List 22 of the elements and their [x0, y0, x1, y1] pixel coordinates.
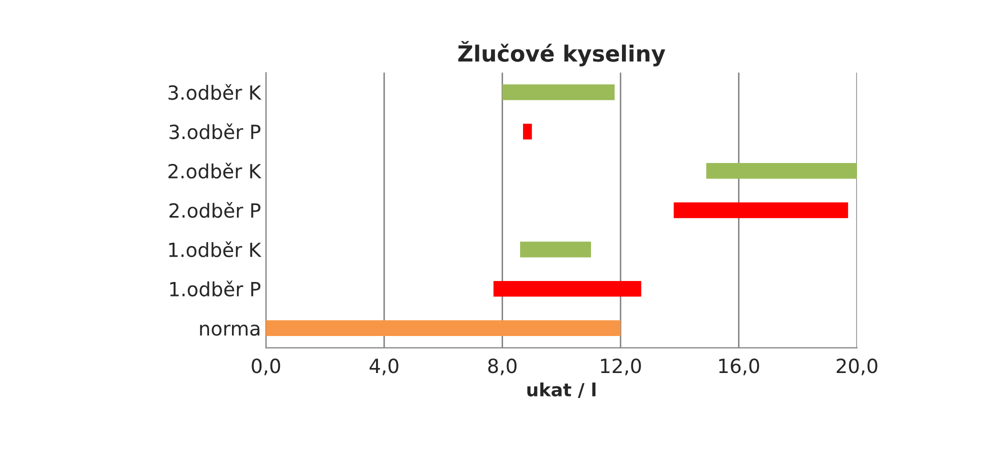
x-tick-label: 20,0	[836, 358, 878, 376]
x-axis-title: ukat / l	[527, 382, 596, 398]
y-tick-label: 2.odběr P	[170, 202, 260, 218]
bar	[493, 280, 642, 297]
y-tick-label: 2.odběr K	[168, 162, 262, 179]
bar	[502, 84, 615, 100]
bar	[523, 124, 532, 140]
chart-title: Žlučové kyseliny	[458, 40, 666, 66]
y-tick-label: 1.odběr K	[169, 241, 262, 258]
x-tick-label: 4,0	[370, 358, 398, 376]
bar	[674, 202, 848, 218]
y-tick-label: 3.odběr P	[170, 123, 260, 140]
x-tick-label: 8,0	[488, 358, 517, 376]
bar	[266, 320, 621, 336]
y-tick-label: 1.odběr P	[170, 280, 260, 296]
x-tick-label: 12,0	[601, 358, 641, 376]
y-tick-label: 3.odběr K	[168, 84, 262, 100]
y-tick-label: norma	[200, 324, 260, 336]
bar	[706, 163, 857, 179]
x-tick-label: 16,0	[719, 358, 760, 376]
x-tick-label: 0,0	[252, 358, 280, 376]
bar	[520, 242, 591, 258]
